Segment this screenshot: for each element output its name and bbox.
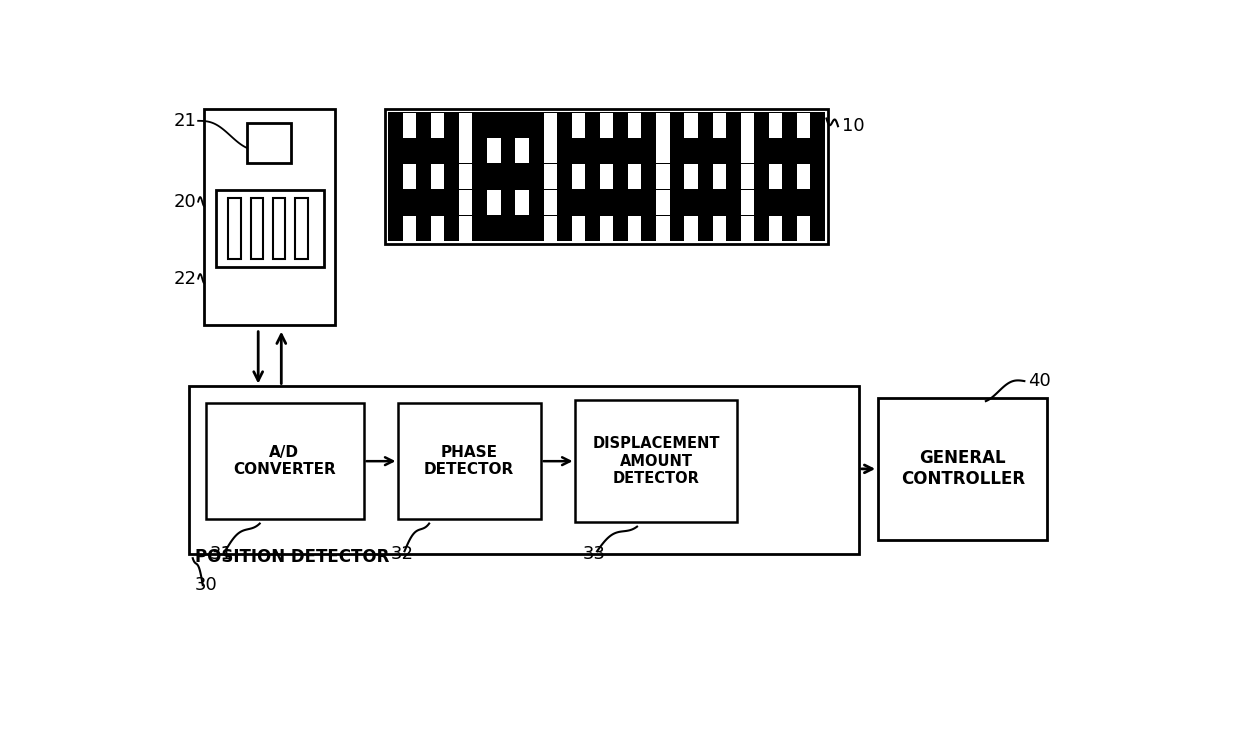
Bar [388, 113, 825, 241]
Bar [459, 190, 472, 215]
Bar [600, 216, 614, 240]
Bar [656, 190, 670, 215]
Bar [740, 190, 754, 215]
Bar [487, 190, 501, 215]
Bar [684, 216, 698, 240]
Bar [206, 404, 363, 519]
Bar [629, 113, 641, 137]
Bar [543, 113, 557, 137]
Bar [432, 216, 444, 240]
Bar [656, 138, 670, 164]
Bar [575, 401, 737, 522]
Bar [740, 216, 754, 240]
Text: 21: 21 [174, 112, 197, 130]
Bar [769, 113, 782, 137]
Bar [629, 216, 641, 240]
Bar [543, 216, 557, 240]
Bar [572, 216, 585, 240]
Bar [459, 113, 472, 137]
Bar [740, 113, 754, 137]
Text: 22: 22 [174, 270, 197, 288]
Bar [273, 198, 285, 260]
Text: PHASE
DETECTOR: PHASE DETECTOR [424, 445, 515, 477]
Bar [769, 164, 782, 189]
Text: A/D
CONVERTER: A/D CONVERTER [233, 445, 336, 477]
Text: DISPLACEMENT
AMOUNT
DETECTOR: DISPLACEMENT AMOUNT DETECTOR [593, 436, 720, 486]
Bar [228, 198, 241, 260]
Bar [572, 113, 585, 137]
Bar [543, 138, 557, 164]
Bar [295, 198, 308, 260]
Bar [656, 113, 670, 137]
Bar [432, 164, 444, 189]
Bar [713, 216, 725, 240]
Bar [543, 190, 557, 215]
Bar [629, 164, 641, 189]
Text: 31: 31 [210, 545, 233, 563]
Bar [250, 198, 263, 260]
Bar [403, 164, 417, 189]
Bar [600, 113, 614, 137]
Bar [713, 113, 725, 137]
Bar [403, 216, 417, 240]
Text: 32: 32 [391, 545, 414, 563]
Bar [543, 164, 557, 189]
Text: 30: 30 [195, 576, 218, 594]
Bar [487, 138, 501, 164]
Bar [459, 216, 472, 240]
Bar [403, 113, 417, 137]
Bar [247, 123, 291, 163]
Bar [516, 138, 528, 164]
Bar [572, 164, 585, 189]
Bar [216, 190, 324, 267]
Bar [386, 109, 828, 244]
Bar [740, 138, 754, 164]
Bar [656, 216, 670, 240]
Text: 10: 10 [842, 117, 864, 135]
Bar [459, 138, 472, 164]
Bar [205, 109, 335, 325]
Bar [797, 164, 811, 189]
Bar [459, 164, 472, 189]
Bar [516, 190, 528, 215]
Bar [684, 164, 698, 189]
Bar [713, 164, 725, 189]
Bar [188, 387, 859, 554]
Bar [656, 164, 670, 189]
Text: 20: 20 [174, 193, 197, 211]
Bar [797, 113, 811, 137]
Bar [769, 216, 782, 240]
Text: POSITION DETECTOR: POSITION DETECTOR [195, 548, 389, 567]
Bar [398, 404, 541, 519]
Text: 33: 33 [583, 545, 606, 563]
Text: GENERAL
CONTROLLER: GENERAL CONTROLLER [900, 450, 1024, 488]
Bar [740, 164, 754, 189]
Bar [878, 398, 1048, 540]
Bar [797, 216, 811, 240]
Bar [432, 113, 444, 137]
Bar [684, 113, 698, 137]
Bar [600, 164, 614, 189]
Text: 40: 40 [1028, 372, 1052, 390]
